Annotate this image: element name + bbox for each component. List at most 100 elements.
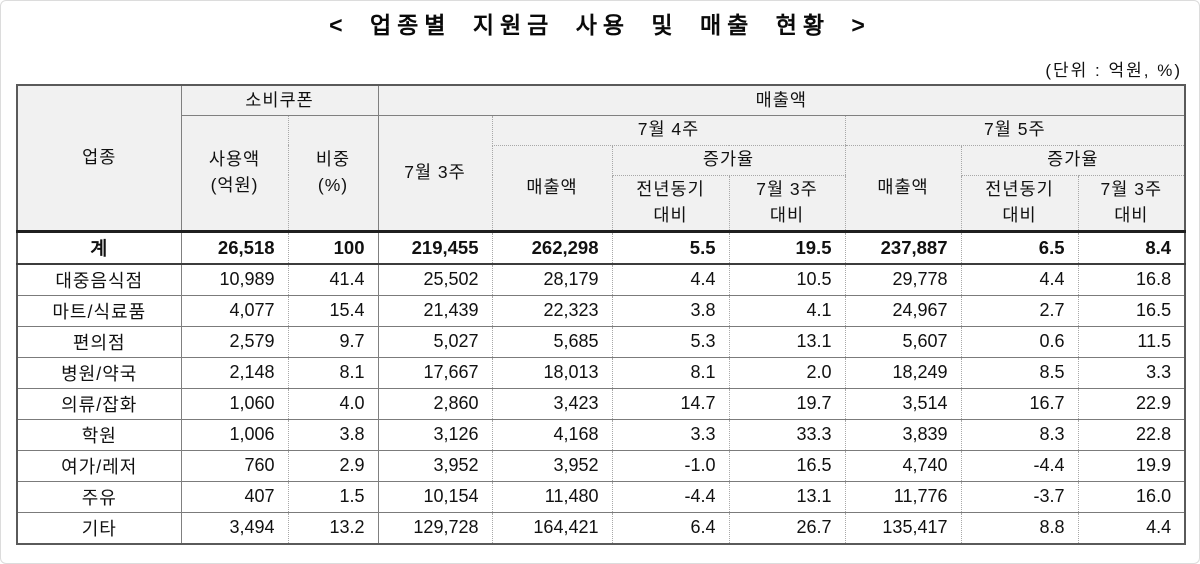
value-cell: 3,494 bbox=[180, 511, 288, 544]
table-row: 병원/약국 2,148 8.1 17,667 18,013 8.1 2.0 18,249 8.5… bbox=[17, 356, 1186, 388]
value-cell: 3.8 bbox=[287, 418, 378, 450]
value-cell: 15.4 bbox=[287, 294, 378, 326]
value-cell: 8.1 bbox=[611, 356, 729, 388]
value-cell: 29,778 bbox=[844, 263, 961, 295]
header-week5-growth-group: 증가율 bbox=[960, 145, 1186, 176]
value-cell: 22.9 bbox=[1077, 387, 1186, 419]
value-cell: 11,480 bbox=[491, 480, 612, 512]
value-cell: 16.8 bbox=[1077, 263, 1186, 295]
value-cell: 11,776 bbox=[844, 480, 961, 512]
table-row: 의류/잡화 1,060 4.0 2,860 3,423 14.7 19.7 3,514 16.7… bbox=[17, 387, 1186, 419]
value-cell: -1.0 bbox=[611, 449, 729, 481]
value-cell: 4,077 bbox=[180, 294, 288, 326]
value-cell: 3,952 bbox=[491, 449, 612, 481]
value-cell: 13.2 bbox=[287, 511, 378, 544]
value-cell: 26.7 bbox=[728, 511, 845, 544]
value-cell: 10.5 bbox=[728, 263, 845, 295]
header-week4-vs-week3: 7월 3주 대비 bbox=[728, 175, 845, 231]
header-week5-yoy: 전년동기 대비 bbox=[960, 175, 1078, 231]
value-cell: 1,006 bbox=[180, 418, 288, 450]
value-cell: 129,728 bbox=[377, 511, 492, 544]
value-cell: 100 bbox=[287, 229, 378, 265]
value-cell: 16.0 bbox=[1077, 480, 1186, 512]
table-header: 업종 소비쿠폰 매출액 사용액 (억원) 비중 (%) 7월 3주 7월 4주 … bbox=[17, 85, 1186, 231]
value-cell: 16.5 bbox=[1077, 294, 1186, 326]
row-label: 병원/약국 bbox=[17, 356, 181, 388]
row-label: 기타 bbox=[17, 511, 181, 544]
row-label: 여가/레저 bbox=[17, 449, 181, 481]
value-cell: 2.7 bbox=[960, 294, 1078, 326]
value-cell: 18,013 bbox=[491, 356, 612, 388]
table-row: 편의점 2,579 9.7 5,027 5,685 5.3 13.1 5,607 0.6 11.5 bbox=[17, 325, 1186, 357]
header-week4-growth-group: 증가율 bbox=[611, 145, 845, 176]
value-cell: 14.7 bbox=[611, 387, 729, 419]
table-row: 마트/식료품 4,077 15.4 21,439 22,323 3.8 4.1 24,967 2… bbox=[17, 294, 1186, 326]
value-cell: 3.3 bbox=[1077, 356, 1186, 388]
value-cell: 5,607 bbox=[844, 325, 961, 357]
value-cell: 11.5 bbox=[1077, 325, 1186, 357]
value-cell: 22,323 bbox=[491, 294, 612, 326]
value-cell: 9.7 bbox=[287, 325, 378, 357]
row-label: 마트/식료품 bbox=[17, 294, 181, 326]
value-cell: 4.4 bbox=[611, 263, 729, 295]
value-cell: 3,423 bbox=[491, 387, 612, 419]
header-week4-sales: 매출액 bbox=[491, 145, 612, 231]
value-cell: 3,952 bbox=[377, 449, 492, 481]
header-week4-yoy: 전년동기 대비 bbox=[611, 175, 729, 231]
value-cell: -3.7 bbox=[960, 480, 1078, 512]
value-cell: 8.5 bbox=[960, 356, 1078, 388]
header-week4-group: 7월 4주 bbox=[491, 115, 845, 146]
value-cell: 2.9 bbox=[287, 449, 378, 481]
value-cell: 4,168 bbox=[491, 418, 612, 450]
value-cell: 3,126 bbox=[377, 418, 492, 450]
value-cell: 19.5 bbox=[728, 229, 845, 265]
value-cell: 4.4 bbox=[1077, 511, 1186, 544]
table-row: 학원 1,006 3.8 3,126 4,168 3.3 33.3 3,839 8.3 22.8 bbox=[17, 418, 1186, 450]
value-cell: 6.5 bbox=[960, 229, 1078, 265]
value-cell: 4.1 bbox=[728, 294, 845, 326]
value-cell: 2,579 bbox=[180, 325, 288, 357]
value-cell: 3,839 bbox=[844, 418, 961, 450]
value-cell: 13.1 bbox=[728, 325, 845, 357]
row-label: 주유 bbox=[17, 480, 181, 512]
value-cell: 41.4 bbox=[287, 263, 378, 295]
value-cell: 4,740 bbox=[844, 449, 961, 481]
value-cell: 24,967 bbox=[844, 294, 961, 326]
row-label: 학원 bbox=[17, 418, 181, 450]
value-cell: 33.3 bbox=[728, 418, 845, 450]
value-cell: 8.4 bbox=[1077, 229, 1186, 265]
table-row: 여가/레저 760 2.9 3,952 3,952 -1.0 16.5 4,740 -4.4 19… bbox=[17, 449, 1186, 481]
value-cell: 4.0 bbox=[287, 387, 378, 419]
value-cell: 237,887 bbox=[844, 229, 961, 265]
value-cell: 3.8 bbox=[611, 294, 729, 326]
value-cell: 760 bbox=[180, 449, 288, 481]
value-cell: 164,421 bbox=[491, 511, 612, 544]
value-cell: 1.5 bbox=[287, 480, 378, 512]
value-cell: -4.4 bbox=[611, 480, 729, 512]
value-cell: 8.3 bbox=[960, 418, 1078, 450]
value-cell: 5,027 bbox=[377, 325, 492, 357]
table-row: 주유 407 1.5 10,154 11,480 -4.4 13.1 11,776 -3.7 16… bbox=[17, 480, 1186, 512]
value-cell: 16.7 bbox=[960, 387, 1078, 419]
value-cell: 5.5 bbox=[611, 229, 729, 265]
row-label: 편의점 bbox=[17, 325, 181, 357]
table-row: 대중음식점 10,989 41.4 25,502 28,179 4.4 10.5 29,778… bbox=[17, 263, 1186, 295]
header-coupon-group: 소비쿠폰 bbox=[180, 85, 378, 116]
header-coupon-amount: 사용액 (억원) bbox=[180, 115, 288, 231]
unit-note: (단위 : 억원, %) bbox=[1045, 61, 1182, 80]
value-cell: 25,502 bbox=[377, 263, 492, 295]
industry-sales-table: 업종 소비쿠폰 매출액 사용액 (억원) 비중 (%) 7월 3주 7월 4주 … bbox=[16, 84, 1187, 545]
value-cell: 5.3 bbox=[611, 325, 729, 357]
value-cell: 28,179 bbox=[491, 263, 612, 295]
value-cell: 3,514 bbox=[844, 387, 961, 419]
value-cell: 16.5 bbox=[728, 449, 845, 481]
value-cell: 2,860 bbox=[377, 387, 492, 419]
value-cell: 1,060 bbox=[180, 387, 288, 419]
value-cell: 19.9 bbox=[1077, 449, 1186, 481]
table-row: 기타 3,494 13.2 129,728 164,421 6.4 26.7 135,417 8… bbox=[17, 511, 1186, 544]
value-cell: 6.4 bbox=[611, 511, 729, 544]
header-sales-group: 매출액 bbox=[377, 85, 1186, 116]
row-label: 계 bbox=[17, 229, 181, 265]
row-label: 대중음식점 bbox=[17, 263, 181, 295]
header-week5-vs-week3: 7월 3주 대비 bbox=[1077, 175, 1186, 231]
